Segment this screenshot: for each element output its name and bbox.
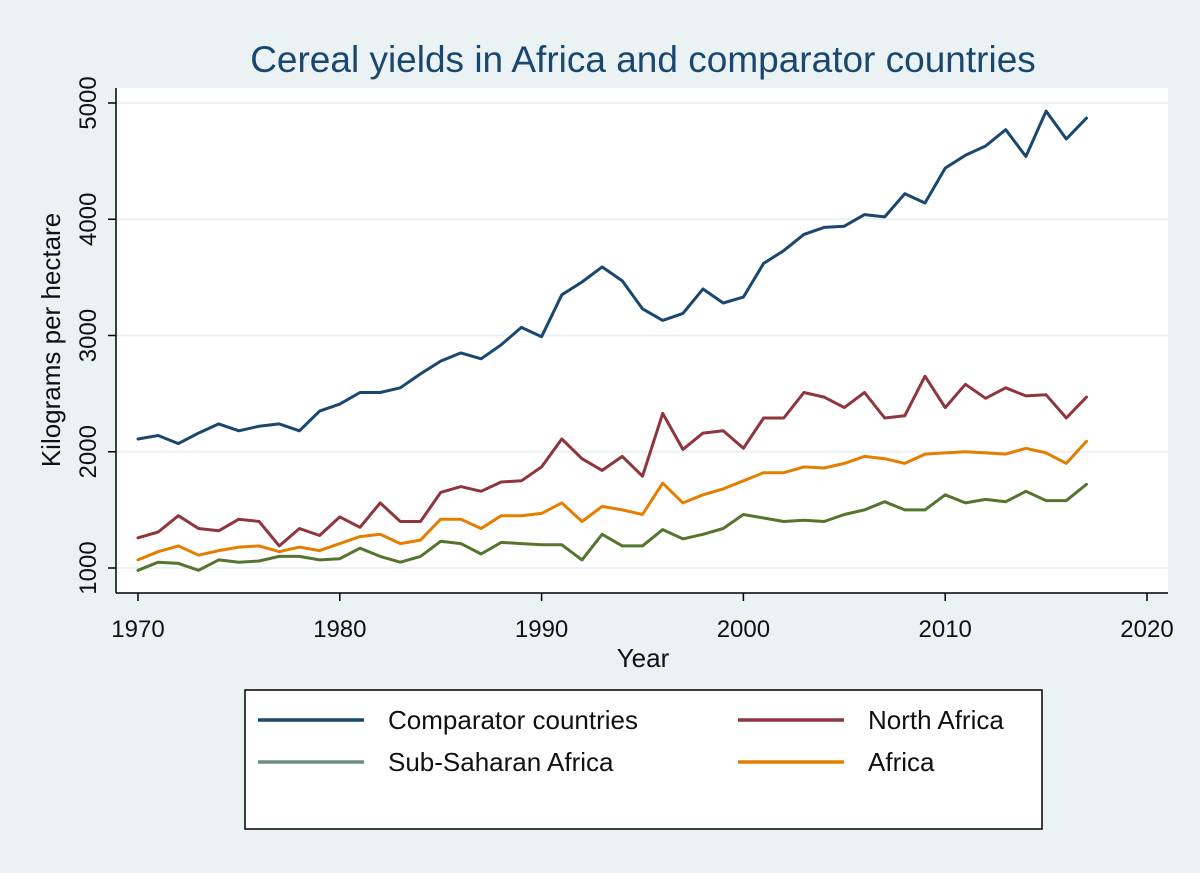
chart-title: Cereal yields in Africa and comparator c… <box>250 39 1036 80</box>
plot-area <box>116 88 1168 593</box>
x-axis-title: Year <box>617 643 670 673</box>
gridlines <box>116 102 1168 569</box>
series-lines <box>136 109 1088 572</box>
x-tick-label: 1980 <box>313 616 366 643</box>
x-tick-label: 1970 <box>111 616 164 643</box>
legend-label-comparator-countries: Comparator countries <box>388 705 638 735</box>
y-tick-label: 1000 <box>75 541 102 594</box>
series-line-north-africa <box>136 374 1088 548</box>
y-tick-label: 3000 <box>75 309 102 362</box>
legend-label-north-africa: North Africa <box>868 705 1004 735</box>
plot-background <box>116 88 1168 593</box>
series-line-africa <box>136 439 1088 562</box>
series-line-sub-saharan-africa <box>136 482 1088 572</box>
y-tick-label: 5000 <box>75 76 102 129</box>
y-tick-label: 4000 <box>75 193 102 246</box>
legend: Comparator countries North Africa Sub-Saha… <box>244 689 1043 830</box>
series-line-comparator-countries <box>136 109 1088 446</box>
y-axis-ticks: 1000 2000 3000 4000 5000 <box>75 76 116 595</box>
x-tick-label: 2010 <box>919 616 972 643</box>
legend-box <box>244 689 1043 830</box>
y-axis-title: Kilograms per hectare <box>36 213 66 467</box>
x-tick-label: 2020 <box>1120 616 1173 643</box>
x-tick-label: 1990 <box>515 616 568 643</box>
x-axis-ticks: 1970 1980 1990 2000 2010 2020 <box>111 593 1174 643</box>
x-tick-label: 2000 <box>717 616 770 643</box>
legend-label-sub-saharan-africa: Sub-Saharan Africa <box>388 747 614 777</box>
y-tick-label: 2000 <box>75 425 102 478</box>
legend-label-africa: Africa <box>868 747 935 777</box>
